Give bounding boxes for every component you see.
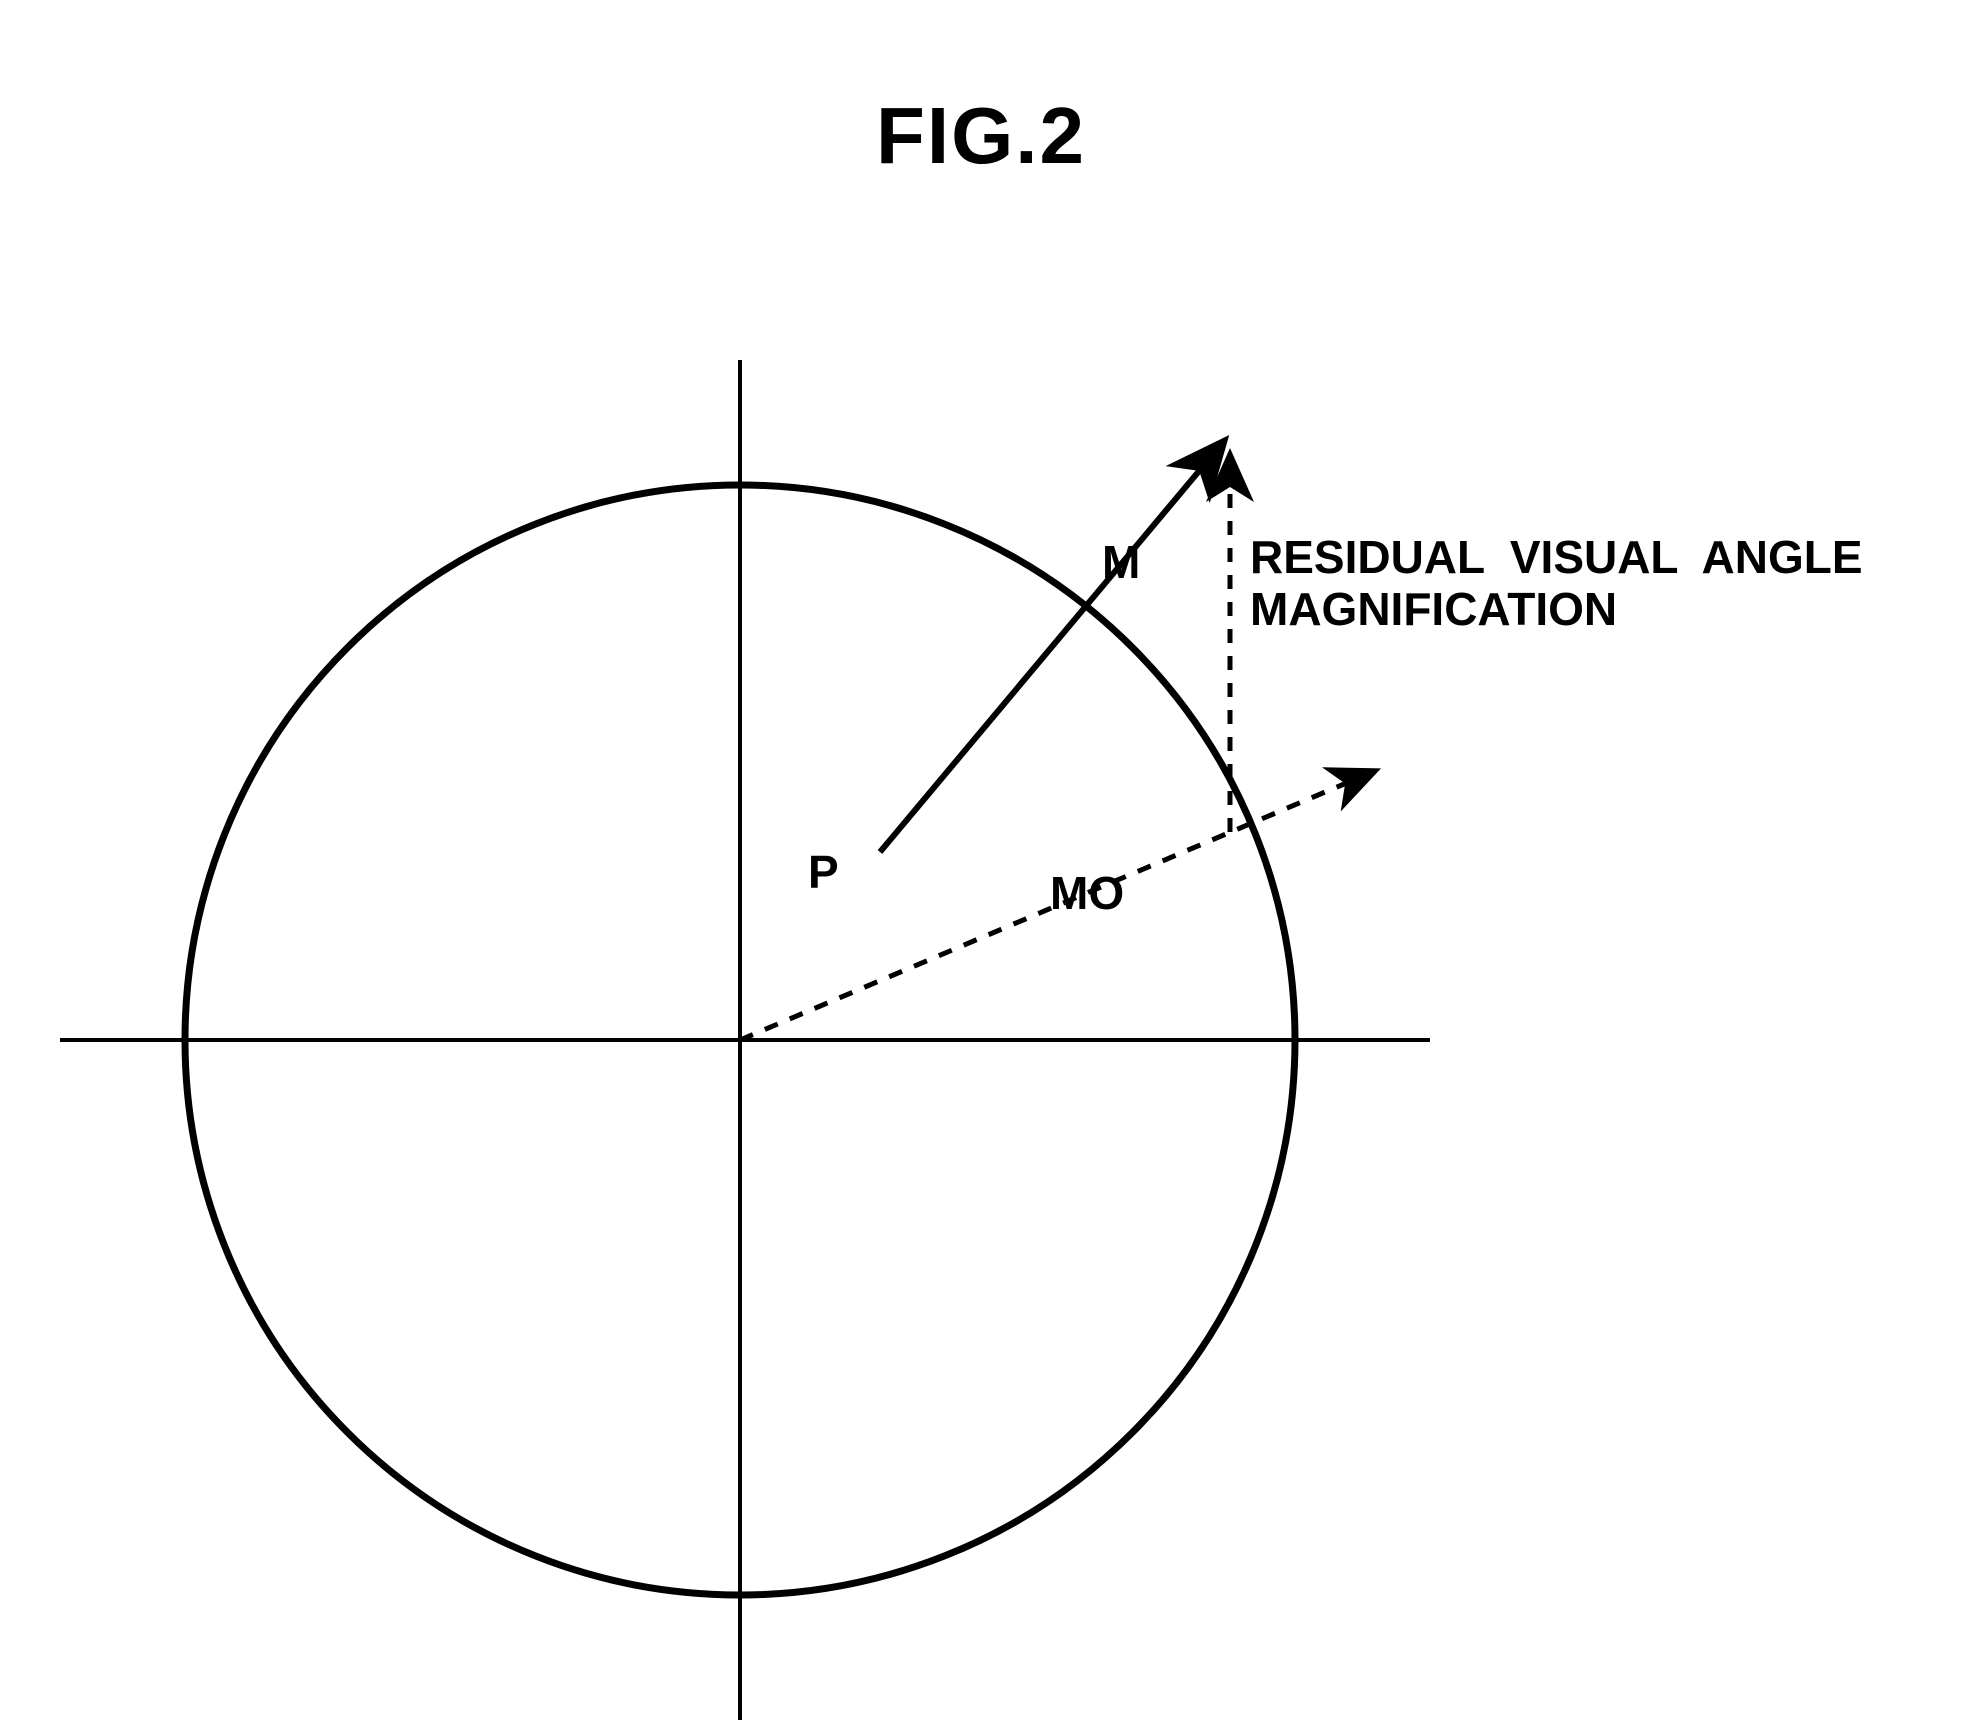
label-residual-line1: RESIDUAL VISUAL ANGLE — [1250, 530, 1863, 584]
diagram-svg — [0, 0, 1962, 1727]
diagram-canvas: FIG.2 P M MO RESIDUAL VISUAL ANGLE MAGNI… — [0, 0, 1962, 1727]
vector-m — [880, 446, 1220, 852]
label-p: P — [808, 845, 839, 899]
label-m: M — [1102, 535, 1140, 589]
label-mo: MO — [1050, 866, 1124, 920]
label-residual-line2: MAGNIFICATION — [1250, 582, 1617, 636]
